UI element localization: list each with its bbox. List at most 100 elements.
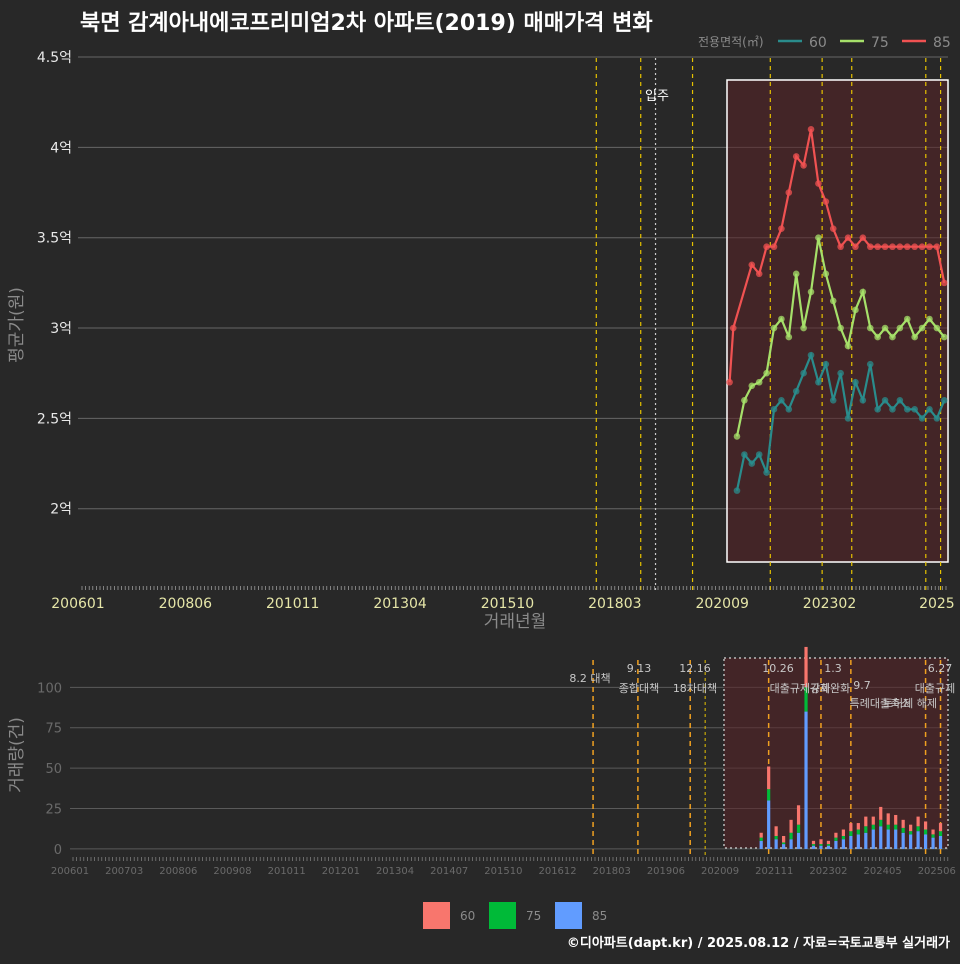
move-in-annotation: 입주 xyxy=(645,89,669,104)
data-point-60 xyxy=(815,378,822,386)
volume-bar-60 xyxy=(796,805,801,825)
data-point-75 xyxy=(748,382,756,390)
policy-label: 대출규제 xyxy=(915,682,955,695)
volume-bar-85 xyxy=(774,839,778,849)
volume-bar-60 xyxy=(826,840,831,845)
price-legend: 전용면적(㎡) 60 75 85 xyxy=(698,35,951,51)
data-point-60 xyxy=(859,397,867,404)
volume-legend: 60 75 85 xyxy=(423,902,607,929)
highlight-box xyxy=(726,79,949,563)
price-x-label: 거래년월 xyxy=(484,612,547,632)
data-point-75 xyxy=(911,333,918,341)
volume-bar-60 xyxy=(938,823,943,832)
volume-bar-60 xyxy=(774,826,778,836)
data-point-75 xyxy=(770,324,778,332)
data-point-60 xyxy=(903,406,911,413)
data-point-75 xyxy=(926,315,933,323)
volume-bar-60 xyxy=(841,829,845,836)
volume-panel: 8.2 대책 9.13 종합대책 12.16 18차대책 10.26 대출규제강화 1.3 규제… xyxy=(7,646,956,877)
data-point-60 xyxy=(807,351,815,359)
data-point-75 xyxy=(837,324,844,332)
volume-x-tick: 200703 xyxy=(105,866,143,877)
volume-y-tick: 100 xyxy=(37,681,62,696)
volume-bar-60 xyxy=(759,832,763,838)
volume-bar-85 xyxy=(879,826,883,849)
legend-key-75 xyxy=(489,902,516,929)
volume-bar-75 xyxy=(901,827,905,833)
volume-bar-85 xyxy=(923,834,928,849)
volume-y-tick: 0 xyxy=(54,843,62,858)
volume-bar-75 xyxy=(826,844,831,846)
data-point-85 xyxy=(748,261,756,269)
volume-bar-75 xyxy=(804,687,808,712)
data-point-60 xyxy=(896,397,904,404)
volume-bar-85 xyxy=(886,829,890,849)
volume-y-tick: 75 xyxy=(45,722,62,737)
data-point-75 xyxy=(755,378,763,386)
data-point-60 xyxy=(933,415,941,422)
volume-bar-85 xyxy=(767,800,771,849)
data-point-75 xyxy=(852,306,859,314)
data-point-60 xyxy=(889,406,896,413)
legend-label-60: 60 xyxy=(809,35,827,51)
volume-bar-60 xyxy=(864,816,868,827)
policy-label: 규제완화 xyxy=(810,682,850,695)
volume-bar-75 xyxy=(834,837,838,841)
legend-text-85: 85 xyxy=(592,909,607,923)
data-point-60 xyxy=(844,415,852,422)
data-point-85 xyxy=(896,243,904,251)
data-point-75 xyxy=(741,397,748,404)
volume-bar-85 xyxy=(759,840,763,849)
price-x-axis: 200601 200806 201011 201304 201510 201803 2020… xyxy=(51,586,955,612)
volume-bar-60 xyxy=(916,816,920,827)
volume-bar-75 xyxy=(841,835,845,840)
data-point-75 xyxy=(903,315,911,323)
price-y-tick: 4억 xyxy=(50,140,72,156)
data-point-85 xyxy=(837,243,844,251)
volume-bar-75 xyxy=(938,831,943,836)
volume-x-tick: 200908 xyxy=(213,866,251,877)
footer-credit: ©디아파트(dapt.kr) / 2025.08.12 / 자료=국토교통부 실… xyxy=(566,936,950,951)
data-point-85 xyxy=(770,243,778,251)
data-point-60 xyxy=(874,406,881,413)
volume-x-tick: 201510 xyxy=(484,866,522,877)
data-point-85 xyxy=(785,189,793,196)
volume-bar-60 xyxy=(931,829,935,835)
volume-bar-75 xyxy=(796,824,801,833)
price-x-tick: 201510 xyxy=(481,596,534,612)
legend-key-85 xyxy=(555,902,582,929)
volume-x-tick: 201803 xyxy=(593,866,631,877)
data-point-75 xyxy=(874,333,881,341)
data-point-75 xyxy=(940,333,948,341)
policy-date: 6.27 xyxy=(928,662,953,675)
volume-bar-75 xyxy=(789,832,793,840)
volume-bar-85 xyxy=(909,834,913,849)
data-point-60 xyxy=(829,397,837,404)
volume-x-tick: 202506 xyxy=(918,866,956,877)
volume-x-tick: 201906 xyxy=(647,866,685,877)
price-x-tick: 201011 xyxy=(266,596,319,612)
legend-text-75: 75 xyxy=(526,909,541,923)
volume-bars xyxy=(759,646,943,849)
data-point-85 xyxy=(933,243,941,251)
policy-date: 12.16 xyxy=(679,662,711,675)
policy-label: 대출규제강화 xyxy=(770,682,831,695)
volume-y-axis: 0 25 50 75 100 xyxy=(37,681,62,858)
data-point-60 xyxy=(881,397,889,404)
data-point-60 xyxy=(755,451,763,458)
data-point-75 xyxy=(807,288,815,296)
data-point-60 xyxy=(852,378,859,386)
data-point-60 xyxy=(792,387,800,395)
volume-bar-60 xyxy=(789,819,793,833)
volume-bar-60 xyxy=(811,840,816,845)
volume-bar-60 xyxy=(856,823,860,830)
data-point-60 xyxy=(778,397,785,404)
price-series xyxy=(726,126,948,494)
volume-x-tick: 201612 xyxy=(538,866,576,877)
data-point-85 xyxy=(859,234,867,241)
policy-date: 10.26 xyxy=(762,662,794,675)
volume-bar-75 xyxy=(886,824,890,830)
legend-title: 전용면적(㎡) xyxy=(698,35,764,49)
data-point-75 xyxy=(844,342,852,350)
data-point-85 xyxy=(829,225,837,232)
